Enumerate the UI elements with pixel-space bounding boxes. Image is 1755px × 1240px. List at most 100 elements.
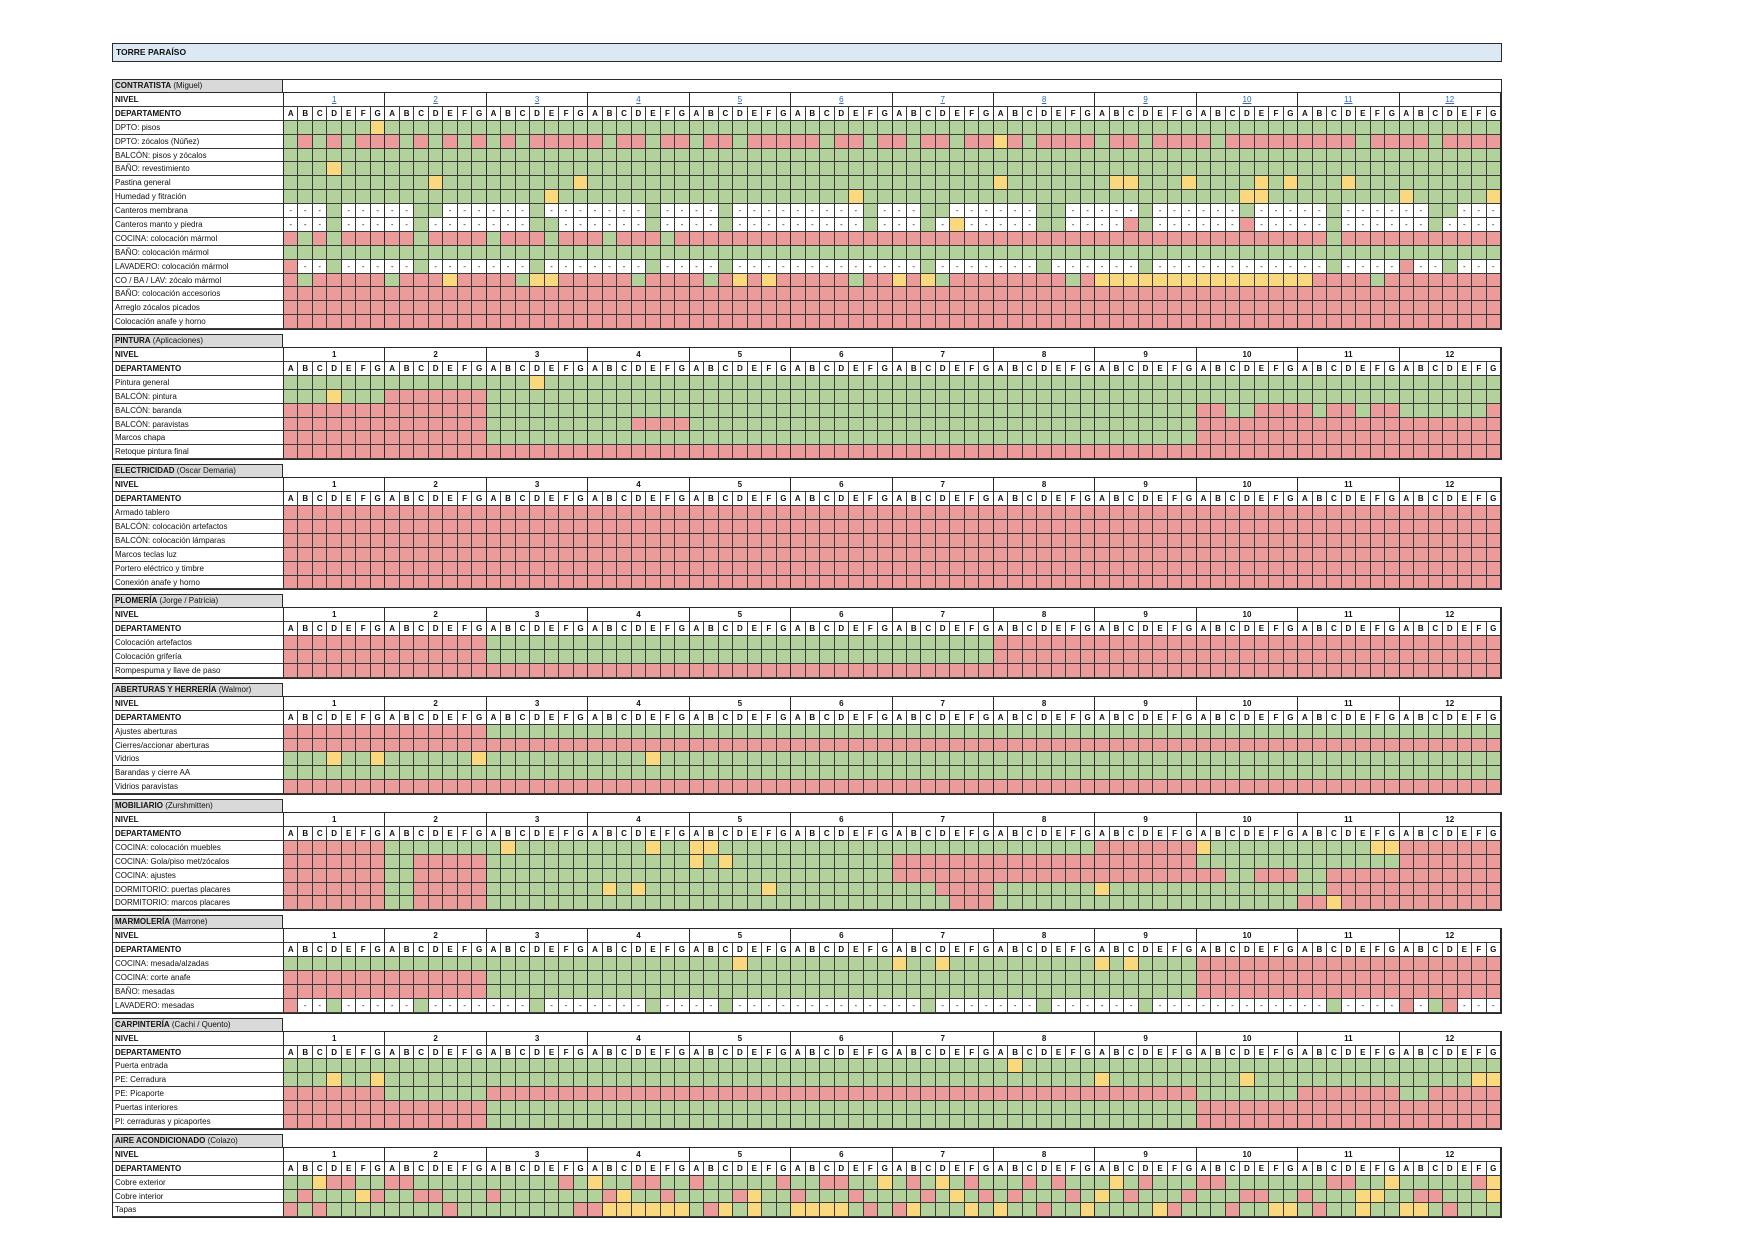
status-cell[interactable] (906, 970, 922, 985)
status-cell[interactable] (486, 1115, 502, 1129)
status-cell[interactable]: - (1211, 218, 1226, 232)
status-cell[interactable] (617, 984, 632, 999)
status-cell[interactable] (1196, 506, 1212, 520)
status-cell[interactable] (646, 650, 661, 664)
status-cell[interactable] (457, 1059, 473, 1074)
status-cell[interactable] (1472, 533, 1487, 548)
status-cell[interactable] (1312, 636, 1328, 651)
status-cell[interactable] (573, 375, 589, 390)
status-cell[interactable] (631, 738, 647, 753)
status-cell[interactable]: - (1066, 998, 1081, 1013)
status-cell[interactable] (1240, 204, 1255, 219)
status-cell[interactable]: - (1312, 204, 1328, 219)
status-cell[interactable] (1283, 231, 1299, 246)
status-cell[interactable] (747, 650, 763, 664)
status-cell[interactable] (1037, 840, 1052, 855)
status-cell[interactable] (544, 650, 560, 664)
status-cell[interactable] (1472, 561, 1487, 576)
status-cell[interactable] (1428, 445, 1444, 460)
status-cell[interactable] (1370, 176, 1386, 191)
status-cell[interactable] (921, 162, 936, 177)
status-cell[interactable] (820, 957, 835, 971)
status-cell[interactable] (1443, 970, 1458, 985)
status-cell[interactable] (993, 231, 1009, 246)
status-cell[interactable] (472, 506, 487, 520)
status-cell[interactable] (1399, 273, 1415, 288)
status-cell[interactable] (284, 663, 299, 678)
status-cell[interactable] (1109, 315, 1125, 330)
status-cell[interactable] (805, 984, 821, 999)
status-cell[interactable] (284, 752, 299, 767)
status-cell[interactable] (1124, 1101, 1139, 1115)
status-cell[interactable] (428, 780, 444, 795)
status-cell[interactable] (646, 1115, 661, 1129)
status-cell[interactable] (1153, 780, 1168, 795)
status-cell[interactable] (1327, 840, 1342, 855)
status-cell[interactable] (1428, 403, 1444, 418)
status-cell[interactable] (1341, 1087, 1357, 1102)
status-cell[interactable] (660, 445, 676, 460)
status-cell[interactable] (1051, 1087, 1067, 1102)
status-cell[interactable] (1167, 547, 1183, 562)
status-cell[interactable] (921, 245, 936, 260)
status-cell[interactable] (964, 984, 980, 999)
status-cell[interactable] (1443, 854, 1458, 869)
status-cell[interactable] (588, 1087, 603, 1102)
status-cell[interactable] (906, 1059, 922, 1074)
status-cell[interactable] (1341, 840, 1357, 855)
status-cell[interactable] (762, 868, 777, 883)
status-cell[interactable]: - (1080, 204, 1096, 219)
status-cell[interactable] (1486, 724, 1501, 739)
status-cell[interactable] (414, 752, 429, 767)
status-cell[interactable] (834, 724, 850, 739)
status-cell[interactable] (1370, 231, 1386, 246)
status-cell[interactable] (1080, 970, 1096, 985)
status-cell[interactable] (935, 190, 951, 205)
status-cell[interactable] (588, 561, 603, 576)
status-cell[interactable] (1385, 315, 1400, 330)
status-cell[interactable] (1124, 970, 1139, 985)
status-cell[interactable] (341, 882, 357, 897)
status-cell[interactable] (1196, 315, 1212, 330)
status-cell[interactable] (935, 868, 951, 883)
status-cell[interactable] (921, 1073, 936, 1088)
status-cell[interactable] (457, 162, 473, 177)
status-cell[interactable] (327, 315, 342, 330)
status-cell[interactable] (1109, 389, 1125, 404)
status-cell[interactable] (457, 389, 473, 404)
status-cell[interactable]: - (834, 218, 850, 232)
status-cell[interactable] (486, 231, 502, 246)
status-cell[interactable] (602, 1073, 618, 1088)
status-cell[interactable] (1196, 854, 1212, 869)
status-cell[interactable] (501, 766, 516, 781)
status-cell[interactable] (472, 840, 487, 855)
status-cell[interactable] (1298, 1101, 1313, 1115)
status-cell[interactable] (704, 970, 719, 985)
status-cell[interactable] (1457, 375, 1473, 390)
status-cell[interactable] (1051, 868, 1067, 883)
status-cell[interactable] (805, 315, 821, 330)
status-cell[interactable] (776, 190, 792, 205)
status-cell[interactable] (341, 148, 357, 163)
status-cell[interactable] (1225, 1073, 1241, 1088)
status-cell[interactable] (791, 780, 806, 795)
status-cell[interactable] (1124, 301, 1139, 316)
status-cell[interactable] (1240, 445, 1255, 460)
status-cell[interactable] (1225, 162, 1241, 177)
status-cell[interactable] (428, 868, 444, 883)
status-cell[interactable] (443, 663, 458, 678)
status-cell[interactable]: - (1269, 218, 1284, 232)
status-cell[interactable] (820, 190, 835, 205)
status-cell[interactable] (1298, 231, 1313, 246)
status-cell[interactable] (1138, 176, 1154, 191)
status-cell[interactable] (718, 854, 734, 869)
status-cell[interactable] (1472, 840, 1487, 855)
status-cell[interactable] (1196, 780, 1212, 795)
status-cell[interactable]: - (1457, 204, 1473, 219)
status-cell[interactable]: - (892, 204, 907, 219)
status-cell[interactable] (979, 780, 994, 795)
status-cell[interactable] (298, 752, 313, 767)
status-cell[interactable] (1022, 417, 1038, 432)
status-cell[interactable] (1457, 287, 1473, 302)
status-cell[interactable] (1399, 533, 1415, 548)
